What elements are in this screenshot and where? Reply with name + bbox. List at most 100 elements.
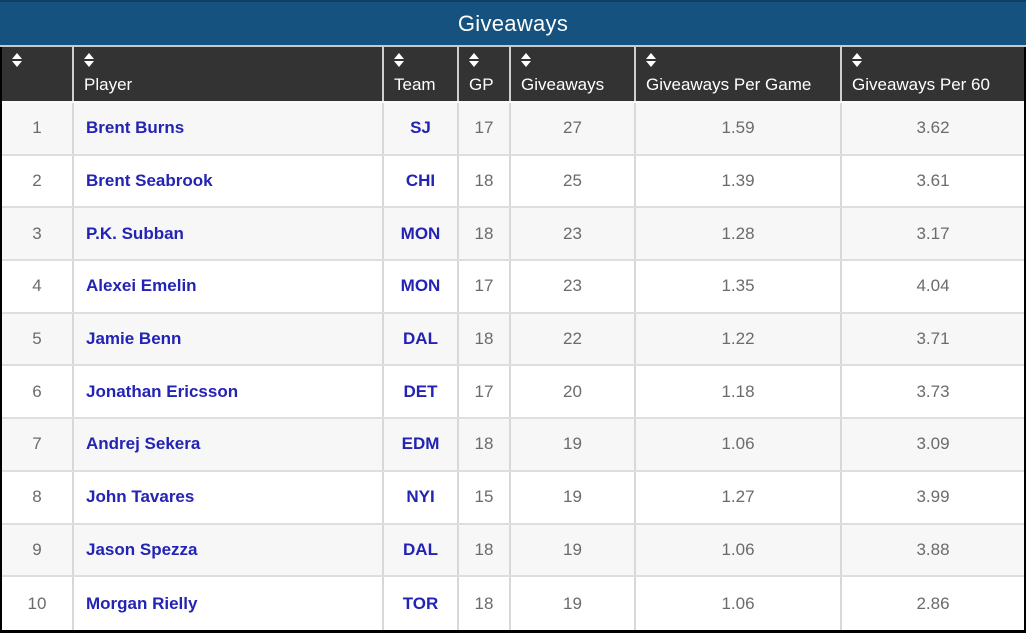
giveaways-per-game-cell: 1.39	[634, 155, 840, 207]
table-row: 9 Jason Spezza DAL 18 19 1.06 3.88	[2, 524, 1024, 578]
gp-cell: 18	[457, 155, 509, 207]
player-link[interactable]: Jamie Benn	[72, 313, 382, 365]
table-row: 6 Jonathan Ericsson DET 17 20 1.18 3.73	[2, 366, 1024, 420]
sort-desc-icon	[394, 61, 404, 67]
player-link[interactable]: John Tavares	[72, 471, 382, 523]
rank-cell: 7	[32, 434, 42, 454]
table-row: 8 John Tavares NYI 15 19 1.27 3.99	[2, 471, 1024, 525]
team-link[interactable]: DAL	[382, 313, 457, 365]
giveaways-cell: 25	[509, 155, 634, 207]
column-header-giveaways[interactable]: Giveaways	[509, 47, 634, 101]
giveaways-per-game-cell: 1.06	[634, 419, 840, 470]
sort-asc-icon	[521, 53, 531, 59]
giveaways-cell: 19	[509, 577, 634, 630]
gp-cell: 18	[457, 524, 509, 576]
sort-icon	[646, 53, 656, 67]
title-bar: Giveaways	[0, 0, 1026, 47]
giveaways-cell: 20	[509, 366, 634, 418]
giveaways-per-game-cell: 1.27	[634, 471, 840, 523]
giveaways-per-60-cell: 4.04	[840, 261, 1024, 312]
giveaways-cell: 27	[509, 103, 634, 154]
sort-asc-icon	[12, 53, 22, 59]
team-link[interactable]: SJ	[382, 103, 457, 154]
giveaways-per-game-cell: 1.35	[634, 261, 840, 312]
column-header-team[interactable]: Team	[382, 47, 457, 101]
gp-cell: 17	[457, 366, 509, 418]
giveaways-per-60-cell: 3.09	[840, 419, 1024, 470]
sort-desc-icon	[12, 61, 22, 67]
column-header-gp[interactable]: GP	[457, 47, 509, 101]
giveaways-per-60-cell: 2.86	[840, 577, 1024, 630]
giveaways-per-60-cell: 3.71	[840, 313, 1024, 365]
team-link[interactable]: DAL	[382, 524, 457, 576]
sort-icon	[852, 53, 862, 67]
gp-cell: 17	[457, 103, 509, 154]
rank-cell: 10	[27, 593, 47, 613]
sort-asc-icon	[852, 53, 862, 59]
giveaways-cell: 22	[509, 313, 634, 365]
gp-cell: 18	[457, 313, 509, 365]
header-label: Giveaways	[521, 75, 605, 94]
giveaways-cell: 23	[509, 208, 634, 260]
header-label: Player	[84, 75, 133, 94]
giveaways-cell: 19	[509, 419, 634, 470]
column-header-player[interactable]: Player	[72, 47, 382, 101]
table-row: 7 Andrej Sekera EDM 18 19 1.06 3.09	[2, 419, 1024, 472]
sort-desc-icon	[521, 61, 531, 67]
giveaways-per-60-cell: 3.61	[840, 155, 1024, 207]
team-link[interactable]: MON	[382, 261, 457, 312]
rank-cell: 4	[32, 276, 42, 296]
player-link[interactable]: Brent Burns	[72, 103, 382, 154]
rank-cell: 5	[32, 329, 42, 349]
sort-desc-icon	[469, 61, 479, 67]
table-frame: Player Team GP Giveaways Giveaways Per G…	[0, 47, 1026, 633]
team-link[interactable]: MON	[382, 208, 457, 260]
header-label: GP	[469, 75, 494, 94]
giveaways-per-60-cell: 3.73	[840, 366, 1024, 418]
rank-cell: 6	[32, 381, 42, 401]
table-row: 3 P.K. Subban MON 18 23 1.28 3.17	[2, 208, 1024, 262]
sort-asc-icon	[394, 53, 404, 59]
sort-icon	[84, 53, 94, 67]
giveaways-per-60-cell: 3.88	[840, 524, 1024, 576]
gp-cell: 17	[457, 261, 509, 312]
sort-icon	[469, 53, 479, 67]
player-link[interactable]: Andrej Sekera	[72, 419, 382, 470]
team-link[interactable]: CHI	[382, 155, 457, 207]
player-link[interactable]: Morgan Rielly	[72, 577, 382, 630]
player-link[interactable]: Jason Spezza	[72, 524, 382, 576]
team-link[interactable]: EDM	[382, 419, 457, 470]
column-header-rank[interactable]	[2, 47, 72, 101]
table-row: 1 Brent Burns SJ 17 27 1.59 3.62	[2, 103, 1024, 156]
player-link[interactable]: Alexei Emelin	[72, 261, 382, 312]
gp-cell: 18	[457, 577, 509, 630]
column-header-giveaways-per-60[interactable]: Giveaways Per 60	[840, 47, 1024, 101]
team-link[interactable]: DET	[382, 366, 457, 418]
player-link[interactable]: P.K. Subban	[72, 208, 382, 260]
giveaways-per-game-cell: 1.06	[634, 577, 840, 630]
sort-icon	[12, 53, 22, 67]
giveaways-per-60-cell: 3.62	[840, 103, 1024, 154]
giveaways-cell: 19	[509, 471, 634, 523]
sort-desc-icon	[852, 61, 862, 67]
table-row: 2 Brent Seabrook CHI 18 25 1.39 3.61	[2, 155, 1024, 209]
table-row: 5 Jamie Benn DAL 18 22 1.22 3.71	[2, 313, 1024, 367]
player-link[interactable]: Brent Seabrook	[72, 155, 382, 207]
team-link[interactable]: TOR	[382, 577, 457, 630]
column-header-giveaways-per-game[interactable]: Giveaways Per Game	[634, 47, 840, 101]
sort-icon	[394, 53, 404, 67]
team-link[interactable]: NYI	[382, 471, 457, 523]
sort-desc-icon	[84, 61, 94, 67]
giveaways-per-game-cell: 1.22	[634, 313, 840, 365]
rank-cell: 8	[32, 487, 42, 507]
table-body: 1 Brent Burns SJ 17 27 1.59 3.62 2 Brent…	[2, 103, 1024, 630]
giveaways-per-game-cell: 1.06	[634, 524, 840, 576]
player-link[interactable]: Jonathan Ericsson	[72, 366, 382, 418]
giveaways-cell: 19	[509, 524, 634, 576]
page-title: Giveaways	[457, 10, 569, 36]
giveaways-per-60-cell: 3.99	[840, 471, 1024, 523]
sort-asc-icon	[469, 53, 479, 59]
header-row: Player Team GP Giveaways Giveaways Per G…	[2, 47, 1024, 103]
table-row: 4 Alexei Emelin MON 17 23 1.35 4.04	[2, 261, 1024, 314]
